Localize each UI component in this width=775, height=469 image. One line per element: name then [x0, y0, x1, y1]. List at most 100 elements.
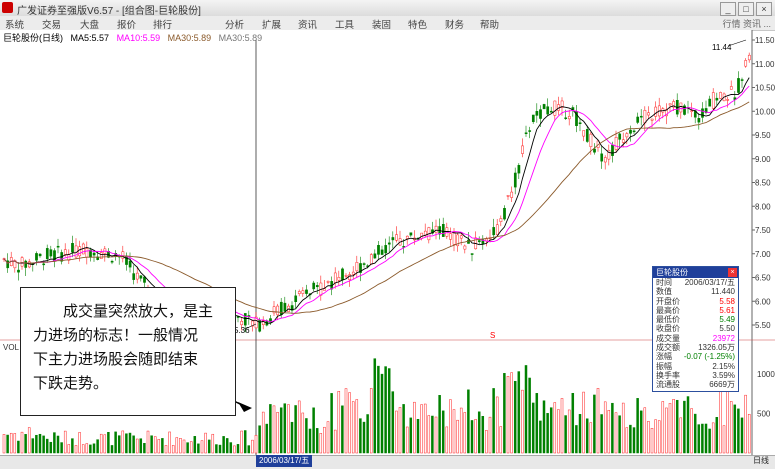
info-panel-title: 巨轮股份: [656, 268, 688, 277]
candle-body: [715, 97, 719, 101]
candle-body: [542, 104, 546, 110]
menu-rank[interactable]: 排行: [153, 20, 173, 31]
volume-bar: [297, 400, 301, 454]
volume-bar: [733, 404, 737, 454]
candle-body: [337, 277, 341, 281]
candle-body: [42, 263, 46, 266]
volume-bar: [366, 414, 369, 454]
menu-finance[interactable]: 财务: [445, 20, 465, 31]
volume-bar: [380, 373, 384, 454]
volume-bar: [737, 408, 740, 454]
candle-body: [395, 234, 398, 241]
candle-body: [560, 100, 564, 108]
candle-body: [607, 149, 611, 160]
menu-feature[interactable]: 特色: [408, 20, 428, 31]
volume-bar: [441, 410, 445, 454]
volume-bar: [294, 405, 297, 454]
volume-bar: [697, 424, 701, 454]
volume-bar: [567, 409, 571, 454]
menu-extend[interactable]: 扩展: [262, 20, 282, 31]
candle-body: [704, 108, 708, 113]
info-key: 换手率: [656, 370, 680, 380]
volume-bar: [398, 407, 402, 454]
candle-body: [341, 268, 344, 281]
minimize-button[interactable]: _: [720, 2, 736, 16]
menu-system[interactable]: 系统: [5, 20, 25, 31]
price-axis: 11.50 11.00 10.50 10.00 9.50 9.00 8.50 8.00 7.50…: [752, 36, 775, 418]
maximize-button[interactable]: □: [738, 2, 754, 16]
s-marker: S: [490, 331, 495, 340]
info-row: 流通股 6669万: [653, 380, 738, 389]
volume-bar: [531, 402, 535, 454]
volume-bar: [197, 443, 200, 454]
volume-bar: [168, 431, 171, 454]
volume-bar: [654, 419, 657, 454]
price-tick-label: 6.50: [755, 274, 771, 283]
candle-body: [369, 254, 373, 265]
candle-body: [603, 157, 607, 163]
volume-bar: [96, 439, 99, 454]
menu-tools[interactable]: 工具: [335, 20, 355, 31]
volume-bar: [409, 417, 413, 454]
close-icon[interactable]: ×: [728, 268, 737, 277]
candle-body: [539, 109, 542, 119]
period-label[interactable]: 日线: [753, 456, 769, 465]
volume-bar: [675, 399, 679, 454]
menu-trade[interactable]: 交易: [42, 20, 62, 31]
volume-bar: [261, 411, 265, 454]
volume-bar: [283, 403, 287, 454]
volume-bar: [157, 439, 161, 454]
menu-info[interactable]: 资讯: [298, 20, 318, 31]
volume-bar: [683, 400, 686, 454]
candle-body: [564, 117, 568, 120]
candle-body: [110, 260, 114, 263]
volume-bar: [355, 399, 359, 454]
volume-bar: [495, 396, 499, 454]
info-key: 数值: [656, 287, 672, 297]
volume-bar: [672, 399, 675, 454]
volume-bar: [463, 412, 467, 454]
info-key: 涨幅: [656, 352, 672, 362]
volume-bar: [643, 407, 647, 454]
candle-body: [441, 224, 445, 237]
candle-body: [463, 245, 467, 250]
price-tick-label: 5.50: [755, 321, 771, 330]
close-button[interactable]: ×: [756, 2, 772, 16]
volume-bar: [71, 438, 74, 454]
volume-bar: [726, 386, 729, 454]
volume-bar: [204, 432, 207, 454]
candle-body: [305, 289, 308, 294]
volume-bar: [200, 440, 204, 454]
menu-help[interactable]: 帮助: [480, 20, 500, 31]
volume-bar: [557, 409, 560, 454]
ma10-line: [3, 85, 750, 323]
volume-bar: [315, 428, 319, 454]
volume-bar: [27, 427, 31, 454]
volume-bar: [481, 416, 485, 454]
volume-bar: [510, 372, 513, 454]
menu-quote[interactable]: 报价: [117, 20, 137, 31]
volume-bar: [53, 432, 56, 454]
menu-analysis[interactable]: 分析: [225, 20, 245, 31]
candle-body: [269, 318, 272, 323]
volume-bar: [276, 412, 279, 454]
volume-bar: [323, 426, 326, 454]
candle-body: [470, 253, 474, 255]
price-tick-label: 8.00: [755, 202, 771, 211]
candle-body: [283, 302, 287, 312]
price-tick-label: 7.50: [755, 226, 771, 235]
candle-body: [535, 111, 539, 116]
legend-ma10: MA10:5.59: [116, 33, 161, 43]
menu-install[interactable]: 装固: [372, 20, 392, 31]
annotation-line-1: 成交量突然放大，是主: [63, 303, 214, 320]
volume-bar: [114, 431, 117, 454]
info-value: 3.59%: [712, 370, 735, 380]
menu-right-tabs[interactable]: 行情 资讯 ...: [722, 19, 771, 29]
info-key: 最低价: [656, 315, 680, 325]
candle-body: [132, 273, 136, 280]
volume-bar: [215, 444, 218, 454]
volume-bar: [103, 434, 107, 454]
candle-body: [744, 60, 748, 67]
menu-market[interactable]: 大盘: [80, 20, 100, 31]
candle-body: [668, 103, 672, 106]
